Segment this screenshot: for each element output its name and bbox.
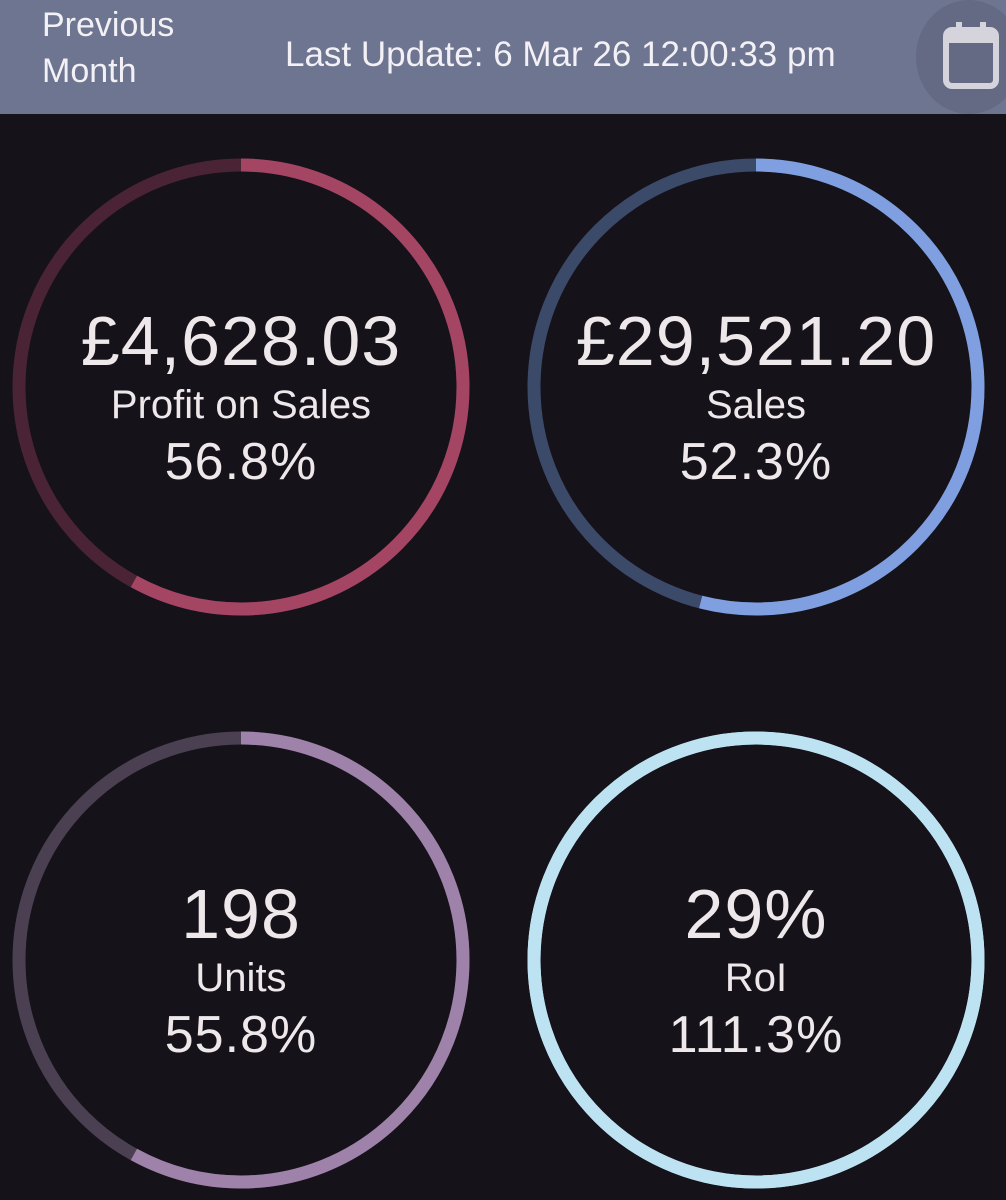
metric-card-profit[interactable] <box>12 158 470 616</box>
profit-label: Profit on Sales <box>110 383 372 427</box>
units-text: 198 Units 55.8% <box>11 875 471 1067</box>
units-percent: 55.8% <box>164 1006 318 1064</box>
sales-text: £29,521.20 Sales 52.3% <box>526 302 986 494</box>
sales-label: Sales <box>705 383 807 427</box>
metric-rings <box>12 158 985 1189</box>
units-label: Units <box>195 956 287 1000</box>
roi-value: 29% <box>684 875 828 953</box>
roi-text: 29% RoI 111.3% <box>526 875 986 1067</box>
profit-value: £4,628.03 <box>80 302 402 380</box>
sales-value: £29,521.20 <box>575 302 937 380</box>
profit-ring-progress <box>12 158 470 616</box>
metric-card-units[interactable] <box>12 731 470 1189</box>
units-ring-progress <box>12 731 470 1189</box>
units-value: 198 <box>181 875 301 953</box>
period-label[interactable]: Previous Month <box>42 6 175 90</box>
profit-text: £4,628.03 Profit on Sales 56.8% <box>11 302 471 494</box>
sales-ring-progress <box>527 158 985 616</box>
top-bar: Previous Month Last Update: 6 Mar 26 12:… <box>0 0 1006 114</box>
roi-label: RoI <box>724 956 788 1000</box>
metric-card-sales[interactable] <box>527 158 985 616</box>
sales-percent: 52.3% <box>679 433 833 491</box>
profit-percent: 56.8% <box>164 433 318 491</box>
last-update-text: Last Update: 6 Mar 26 12:00:33 pm <box>285 35 836 74</box>
roi-percent: 111.3% <box>668 1006 844 1064</box>
roi-ring-progress <box>527 731 985 1189</box>
calendar-icon <box>943 22 999 89</box>
calendar-button[interactable] <box>916 0 1006 114</box>
metric-card-roi[interactable] <box>527 731 985 1189</box>
